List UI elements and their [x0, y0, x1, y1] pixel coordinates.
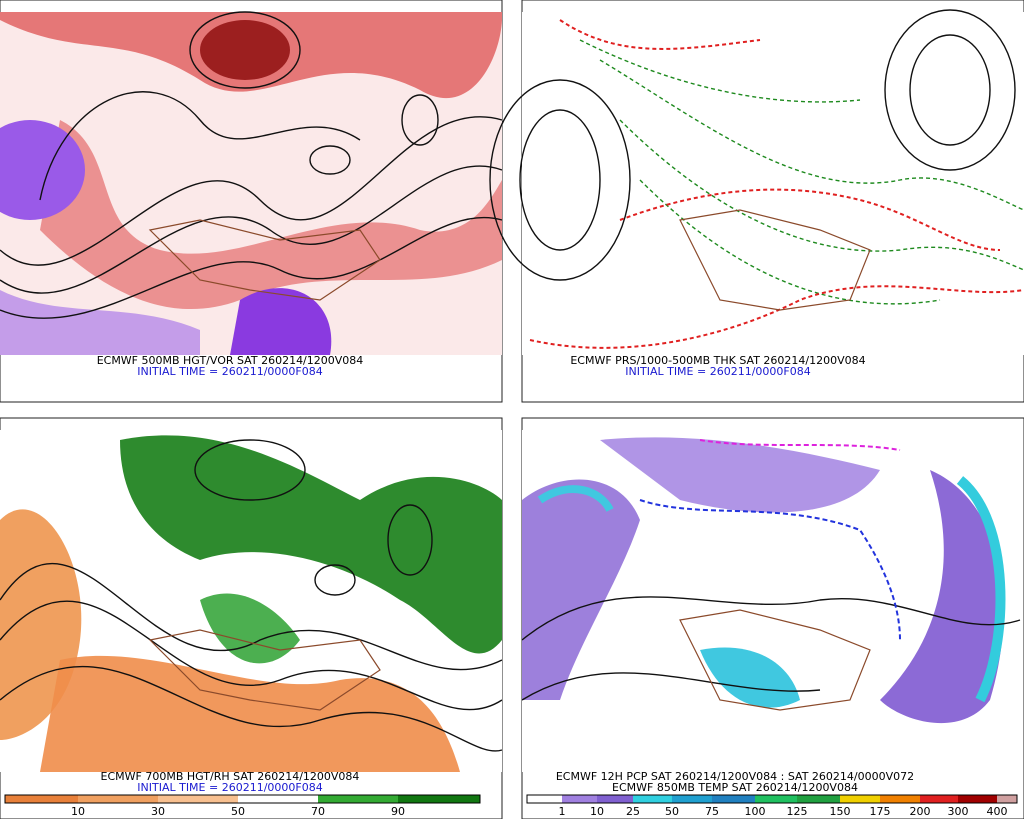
colorbar-label: 50: [665, 805, 679, 818]
colorbar-label: 175: [870, 805, 891, 818]
panel-700mb: ECMWF 700MB HGT/RH SAT 260214/1200V084 I…: [0, 417, 503, 819]
colorbar-label: 300: [948, 805, 969, 818]
caption: ECMWF 700MB HGT/RH SAT 260214/1200V084: [101, 770, 360, 783]
colorbar: [4, 794, 481, 804]
caption-line-2: ECMWF 850MB TEMP SAT 260214/1200V084: [612, 781, 858, 794]
caption: ECMWF 500MB HGT/VOR SAT 260214/1200V084: [97, 354, 364, 367]
colorbar-label: 50: [231, 805, 245, 818]
colorbar-label: 25: [626, 805, 640, 818]
colorbar-label: 30: [151, 805, 165, 818]
colorbar-label: 75: [705, 805, 719, 818]
contours: [0, 439, 503, 752]
colorbar-label: 10: [71, 805, 85, 818]
contours: [489, 9, 1024, 349]
colorbar-label: 10: [590, 805, 604, 818]
panel-precip: ECMWF 12H PCP SAT 260214/1200V084 : SAT …: [521, 417, 1024, 819]
colorbar-label: 1: [559, 805, 566, 818]
contours: [0, 11, 503, 319]
contours: [521, 439, 1021, 701]
map-area: [522, 12, 1024, 355]
initial-time: INITIAL TIME = 260211/0000F084: [625, 365, 810, 378]
colorbar-label: 70: [311, 805, 325, 818]
colorbar-label: 200: [910, 805, 931, 818]
colorbar-labels: 10 30 50 70 90: [71, 805, 405, 818]
colorbar-label: 90: [391, 805, 405, 818]
initial-time: INITIAL TIME = 260211/0000F084: [137, 365, 322, 378]
caption: ECMWF PRS/1000-500MB THK SAT 260214/1200…: [570, 354, 865, 367]
caption: ECMWF 12H PCP SAT 260214/1200V084 : SAT …: [556, 770, 914, 783]
colorbar-labels: 1 10 25 50 75 100 125 150 175 200 300 400: [559, 805, 1008, 818]
colorbar-label: 100: [745, 805, 766, 818]
colorbar-label: 150: [830, 805, 851, 818]
panel-thickness: ECMWF PRS/1000-500MB THK SAT 260214/1200…: [489, 0, 1024, 403]
colorbar: [526, 794, 1018, 804]
panel-500mb: ECMWF 500MB HGT/VOR SAT 260214/1200V084 …: [0, 0, 503, 403]
colorbar-label: 400: [987, 805, 1008, 818]
colorbar-label: 125: [787, 805, 808, 818]
initial-time: INITIAL TIME = 260211/0000F084: [137, 781, 322, 794]
